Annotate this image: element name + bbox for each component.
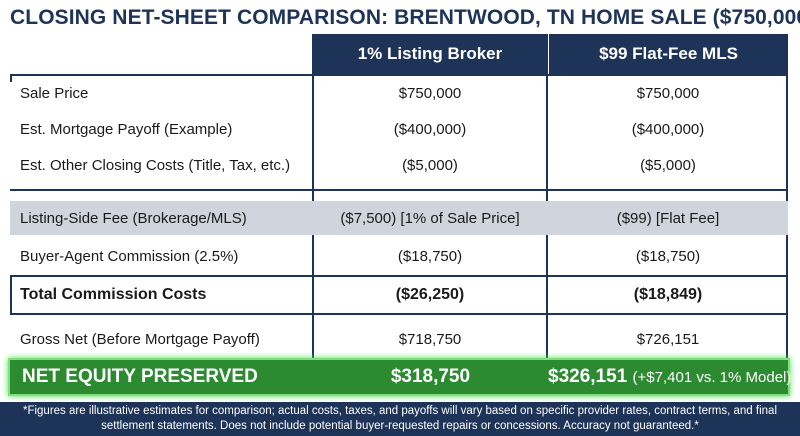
row-label: Listing-Side Fee (Brokerage/MLS) — [20, 209, 247, 227]
cell-1pct: $750,000 — [398, 84, 462, 102]
row-label: Buyer-Agent Commission (2.5%) — [20, 247, 239, 265]
net-equity-1pct: $318,750 — [390, 366, 471, 387]
cell-flat-fee: ($400,000) — [631, 120, 705, 138]
cell-1pct: ($7,500) [1% of Sale Price] — [340, 209, 520, 227]
disclaimer-footer: *Figures are illustrative estimates for … — [0, 402, 800, 436]
row-label: Est. Other Closing Costs (Title, Tax, et… — [20, 156, 291, 174]
column-header-1pct-broker: 1% Listing Broker — [314, 34, 546, 74]
cell-1pct: $718,750 — [398, 330, 462, 348]
page-title: CLOSING NET-SHEET COMPARISON: BRENTWOOD,… — [10, 6, 800, 29]
column-header-flat-fee-mls: $99 Flat-Fee MLS — [549, 34, 788, 74]
net-equity-difference-note: (+$7,401 vs. 1% Model) — [632, 369, 792, 386]
total-commission-box — [10, 275, 788, 315]
cell-1pct: ($26,250) — [395, 286, 465, 303]
cell-flat-fee: $750,000 — [636, 84, 700, 102]
cell-flat-fee: ($18,849) — [633, 286, 703, 303]
table-row-total-commission: Total Commission Costs ($26,250) ($18,84… — [10, 278, 788, 312]
cell-flat-fee: ($99) [Flat Fee] — [616, 209, 720, 227]
net-equity-label: NET EQUITY PRESERVED — [22, 366, 258, 387]
section-divider — [10, 189, 788, 191]
net-equity-flat-fee-value: $326,151 — [548, 366, 628, 387]
table-left-edge — [10, 74, 12, 82]
table-row-closing-costs: Est. Other Closing Costs (Title, Tax, et… — [10, 148, 788, 182]
cell-flat-fee: $726,151 — [636, 330, 700, 348]
table-top-rule — [10, 74, 788, 76]
table-row-gross-net: Gross Net (Before Mortgage Payoff) $718,… — [10, 322, 788, 356]
table-row-sale-price: Sale Price $750,000 $750,000 — [10, 76, 788, 110]
table-row-buyer-agent-commission: Buyer-Agent Commission (2.5%) ($18,750) … — [10, 239, 788, 273]
column-divider-2 — [546, 34, 548, 358]
cell-flat-fee: ($18,750) — [635, 247, 701, 265]
net-equity-row: NET EQUITY PRESERVED $318,750 $326,151 (… — [8, 358, 791, 396]
row-label: Gross Net (Before Mortgage Payoff) — [20, 330, 260, 348]
cell-flat-fee: ($5,000) — [640, 156, 696, 174]
column-divider-1 — [312, 34, 314, 358]
cell-1pct: ($400,000) — [393, 120, 467, 138]
row-label: Sale Price — [20, 84, 89, 102]
row-label: Total Commission Costs — [20, 286, 207, 303]
cell-1pct: ($18,750) — [397, 247, 463, 265]
table-row-mortgage-payoff: Est. Mortgage Payoff (Example) ($400,000… — [10, 112, 788, 146]
row-label: Est. Mortgage Payoff (Example) — [20, 120, 233, 138]
cell-1pct: ($5,000) — [402, 156, 458, 174]
net-equity-flat-fee: $326,151 (+$7,401 vs. 1% Model) — [548, 366, 791, 388]
table-row-listing-fee: Listing-Side Fee (Brokerage/MLS) ($7,500… — [10, 201, 788, 235]
